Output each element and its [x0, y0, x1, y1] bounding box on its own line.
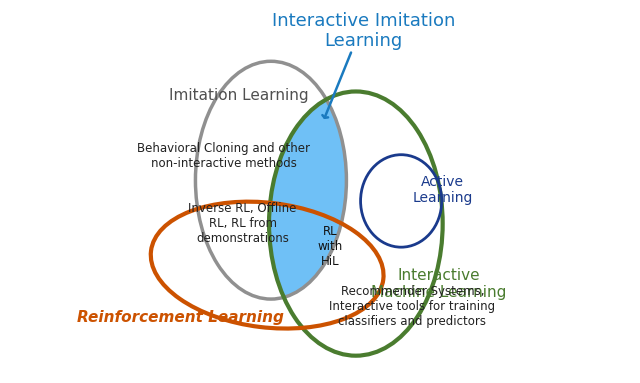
Text: Behavioral Cloning and other
non-interactive methods: Behavioral Cloning and other non-interac…	[137, 142, 310, 170]
Text: Inverse RL, Offline
RL, RL from
demonstrations: Inverse RL, Offline RL, RL from demonstr…	[188, 202, 297, 245]
Text: Reinforcement Learning: Reinforcement Learning	[77, 311, 284, 326]
Text: Interactive
Machine Learning: Interactive Machine Learning	[371, 268, 507, 300]
Text: Interactive Imitation
Learning: Interactive Imitation Learning	[272, 12, 455, 51]
Text: Recommender Systems,
Interactive tools for training
classifiers and predictors: Recommender Systems, Interactive tools f…	[330, 285, 495, 328]
Text: Active
Learning: Active Learning	[413, 175, 473, 205]
Text: RL
with
HiL: RL with HiL	[317, 225, 343, 268]
Text: Imitation Learning: Imitation Learning	[169, 88, 308, 103]
Ellipse shape	[269, 92, 443, 356]
